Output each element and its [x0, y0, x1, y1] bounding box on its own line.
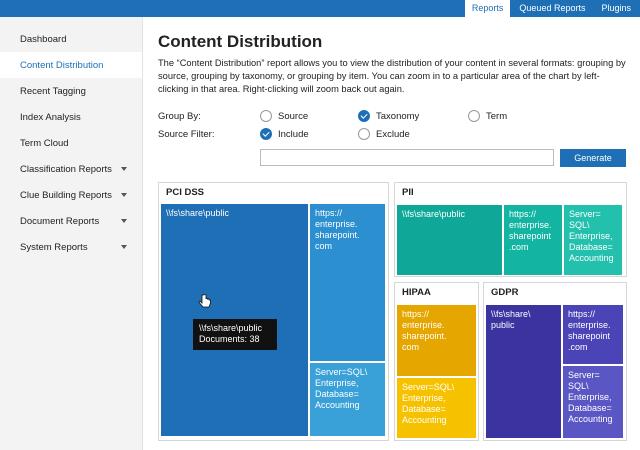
group-by-term-radio[interactable]: Term	[468, 110, 507, 122]
sidebar-item-document-reports[interactable]: Document Reports	[0, 208, 142, 234]
treemap-tooltip: \\fs\share\public Documents: 38	[193, 319, 277, 350]
top-nav-tabs: Reports Queued Reports Plugins	[464, 0, 638, 17]
tooltip-path: \\fs\share\public	[199, 323, 263, 333]
source-filter-include-radio[interactable]: Include	[260, 128, 309, 140]
sidebar-item-index-analysis[interactable]: Index Analysis	[0, 104, 142, 130]
sidebar-item-label: Clue Building Reports	[20, 189, 112, 201]
radio-checked-icon	[260, 128, 272, 140]
treemap-tile[interactable]: https:// enterprise. sharepoint .com	[563, 305, 623, 364]
panel-title: GDPR	[491, 287, 519, 298]
sidebar-item-label: Recent Tagging	[20, 85, 86, 97]
source-filter-exclude-radio[interactable]: Exclude	[358, 128, 410, 140]
treemap-panel-gdpr[interactable]: GDPR \\fs\share\ public https:// enterpr…	[483, 282, 627, 441]
sidebar-item-recent-tagging[interactable]: Recent Tagging	[0, 78, 142, 104]
page-title: Content Distribution	[158, 32, 323, 51]
group-by-taxonomy-radio[interactable]: Taxonomy	[358, 110, 419, 122]
sidebar-item-label: Document Reports	[20, 215, 100, 227]
sidebar-item-system-reports[interactable]: System Reports	[0, 234, 142, 260]
treemap-tile[interactable]: https:// enterprise. sharepoint. com	[397, 305, 476, 376]
radio-label: Include	[278, 128, 309, 140]
sidebar-item-clue-building-reports[interactable]: Clue Building Reports	[0, 182, 142, 208]
chevron-down-icon	[121, 219, 127, 223]
sidebar-item-label: Content Distribution	[20, 59, 104, 71]
group-by-row: Group By: Source Taxonomy Term	[158, 108, 628, 124]
page-description: The “Content Distribution” report allows…	[158, 58, 626, 94]
radio-label: Exclude	[376, 128, 410, 140]
radio-label: Source	[278, 110, 309, 122]
panel-title: HIPAA	[402, 287, 431, 298]
tab-queued-reports[interactable]: Queued Reports	[512, 0, 593, 17]
treemap-tile[interactable]: Server=SQL\ Enterprise, Database= Accoun…	[310, 363, 385, 436]
treemap-tile[interactable]: https:// enterprise. sharepoint .com	[504, 205, 562, 275]
sidebar-item-label: Dashboard	[20, 33, 67, 45]
treemap-panel-pii[interactable]: PII \\fs\share\public https:// enterpris…	[394, 182, 627, 277]
chevron-down-icon	[121, 245, 127, 249]
radio-unchecked-icon	[260, 110, 272, 122]
sidebar-item-content-distribution[interactable]: Content Distribution	[0, 52, 142, 78]
radio-unchecked-icon	[468, 110, 480, 122]
generate-button[interactable]: Generate	[560, 149, 626, 167]
sidebar: Dashboard Content Distribution Recent Ta…	[0, 17, 143, 450]
panel-title: PCI DSS	[166, 187, 205, 198]
chevron-down-icon	[121, 193, 127, 197]
treemap-tile[interactable]: https:// enterprise. sharepoint. com	[310, 204, 385, 361]
treemap-tile[interactable]: \\fs\share\public	[397, 205, 502, 275]
sidebar-item-label: Classification Reports	[20, 163, 112, 175]
treemap-tile[interactable]: Server=SQL\ Enterprise, Database= Accoun…	[397, 378, 476, 438]
sidebar-item-label: Term Cloud	[20, 137, 69, 149]
sidebar-item-dashboard[interactable]: Dashboard	[0, 26, 142, 52]
radio-checked-icon	[358, 110, 370, 122]
treemap-tile[interactable]: Server= SQL\ Enterprise, Database= Accou…	[563, 366, 623, 438]
tab-plugins[interactable]: Plugins	[594, 0, 638, 17]
hand-cursor-icon	[198, 294, 211, 308]
tab-reports[interactable]: Reports	[464, 0, 511, 17]
sidebar-item-classification-reports[interactable]: Classification Reports	[0, 156, 142, 182]
group-by-label: Group By:	[158, 110, 201, 122]
treemap-panel-pci-dss[interactable]: PCI DSS \\fs\share\public https:// enter…	[158, 182, 389, 441]
source-filter-input[interactable]	[260, 149, 554, 166]
radio-unchecked-icon	[358, 128, 370, 140]
treemap-tile[interactable]: Server= SQL\ Enterprise, Database= Accou…	[564, 205, 622, 275]
treemap-panel-hipaa[interactable]: HIPAA https:// enterprise. sharepoint. c…	[394, 282, 479, 441]
panel-title: PII	[402, 187, 414, 198]
sidebar-item-term-cloud[interactable]: Term Cloud	[0, 130, 142, 156]
source-filter-row: Source Filter: Include Exclude	[158, 126, 628, 142]
source-filter-label: Source Filter:	[158, 128, 215, 140]
radio-label: Taxonomy	[376, 110, 420, 122]
group-by-source-radio[interactable]: Source	[260, 110, 308, 122]
sidebar-item-label: System Reports	[20, 241, 88, 253]
sidebar-item-label: Index Analysis	[20, 111, 81, 123]
tooltip-count: Documents: 38	[199, 334, 260, 344]
top-nav-bar: Reports Queued Reports Plugins	[0, 0, 640, 17]
radio-label: Term	[486, 110, 508, 122]
main-content: Content Distribution The “Content Distri…	[158, 17, 628, 167]
treemap-tile[interactable]: \\fs\share\ public	[486, 305, 561, 438]
chevron-down-icon	[121, 167, 127, 171]
